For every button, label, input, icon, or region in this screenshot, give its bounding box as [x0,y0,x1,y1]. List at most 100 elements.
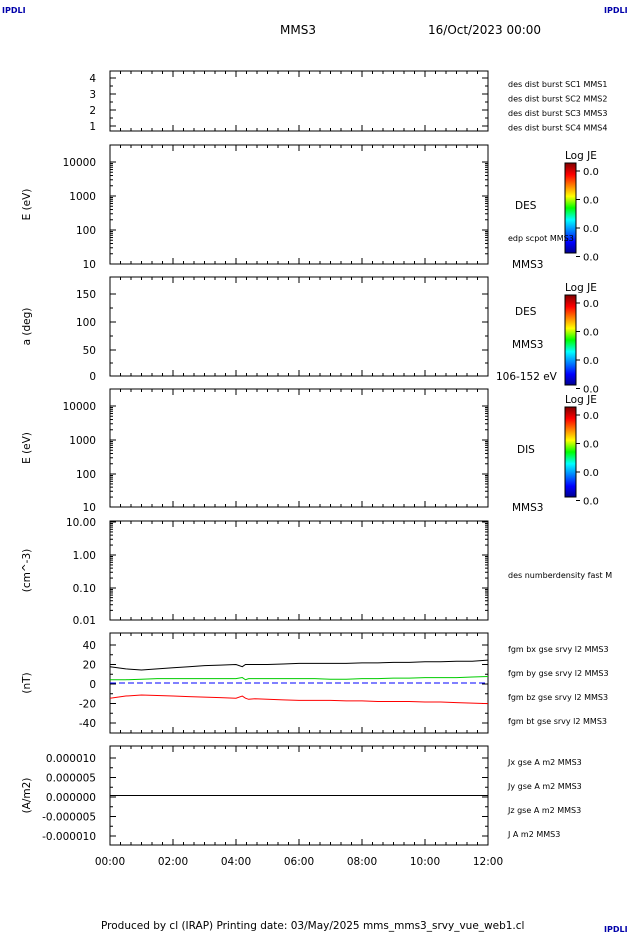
colorbar-label: 0.0 [583,253,599,264]
colorbar-label: 0.0 [583,440,599,451]
y-axis-label: (cm^-3) [21,549,33,592]
colorbar-label: 0.0 [583,356,599,367]
y-axis-label: E (eV) [21,189,33,221]
legend-entry: des dist burst SC4 MMS4 [508,124,607,133]
legend-entry: J A m2 MMS3 [507,830,560,839]
panels: 4 3 2 1 des dist burst SC1 MMS1 des dist burs… [21,70,612,868]
colorbar-label: 0.0 [583,411,599,422]
y-tick-label: -0.000005 [42,812,96,824]
legend-entry: Jz gse A m2 MMS3 [507,806,581,815]
y-tick-label: 0 [89,679,96,691]
colorbar-label: 0.0 [583,224,599,235]
corner-logo-right: IPDLI [604,6,628,15]
panel-frame [109,70,489,132]
series-line [110,675,489,681]
legend-entry: fgm bt gse srvy l2 MMS3 [508,717,607,726]
legend-entry: Jx gse A m2 MMS3 [507,758,582,767]
colorbar-label: 0.0 [583,468,599,479]
panel-2: 10000 1000 100 10 E (eV) Log JE 0.0 0.0 0.0 0.0 DE… [21,144,599,271]
y-tick-label: 10.00 [66,517,96,529]
y-tick-label: 0 [89,371,96,383]
x-tick-label: 02:00 [158,856,188,868]
y-tick-label: 20 [83,660,96,672]
y-tick-label: 100 [76,317,96,329]
x-tick-label: 12:00 [473,856,503,868]
spacecraft-label: MMS3 [512,502,543,514]
y-tick-label: 2 [89,105,96,117]
overlay-label: edp scpot MMS3 [508,234,574,243]
y-tick-label: 100 [76,225,96,237]
y-tick-label: 10000 [63,157,96,169]
x-tick-label: 10:00 [410,856,440,868]
y-tick-label: 0.000000 [46,792,96,804]
colorbar-title: Log JE [565,394,597,406]
y-tick-label: 50 [83,345,96,357]
y-tick-label: 1000 [69,435,96,447]
y-tick-label: 1.00 [73,550,96,562]
spacecraft-label: MMS3 [512,339,543,351]
colorbar-label: 0.0 [583,167,599,178]
y-tick-label: 0.10 [73,583,96,595]
x-tick-label: 06:00 [284,856,314,868]
panel-6: 40 20 0 -20 -40 (nT) fgm bx gse srvy l2 MMS3 fg… [21,632,609,734]
corner-logo-bottom-right: IPDLI [604,925,628,934]
spacecraft-label: MMS3 [512,259,543,271]
y-axis-label: E (eV) [21,432,33,464]
energy-range-label: 106-152 eV [496,371,558,383]
panel-7: 0.000010 0.000005 0.000000 -0.000005 -0.0000… [21,745,582,846]
panel-frame [109,276,489,377]
y-tick-label: 150 [76,289,96,301]
y-tick-label: 4 [89,73,96,85]
colorbar [564,294,577,386]
colorbar [564,162,577,254]
corner-logo-left: IPDLI [2,6,26,15]
y-tick-label: -40 [79,718,96,730]
y-axis-label: a (deg) [21,308,33,346]
x-tick-label: 08:00 [347,856,377,868]
panel-5: 10.00 1.00 0.10 0.01 (cm^-3) des numberdensit… [21,517,612,627]
legend-entry: Jy gse A m2 MMS3 [507,782,582,791]
y-tick-label: 100 [76,469,96,481]
y-tick-label: 0.000010 [46,753,96,765]
colorbar-label: 0.0 [583,196,599,207]
colorbar-label: 0.0 [583,328,599,339]
panel-frame [109,388,489,508]
y-tick-label: 3 [89,89,96,101]
panel-frame [109,520,489,621]
y-tick-label: 1 [89,121,96,133]
legend-entry: fgm bz gse srvy l2 MMS3 [508,693,608,702]
panel-1: 4 3 2 1 des dist burst SC1 MMS1 des dist burs… [89,70,607,133]
y-tick-label: 0.01 [73,615,96,627]
colorbar-title: Log JE [565,282,597,294]
datetime-title: 16/Oct/2023 00:00 [428,23,541,37]
instrument-label: DIS [517,444,535,456]
series-line [109,694,489,705]
spacecraft-title: MMS3 [280,23,316,37]
series-line [109,659,489,671]
y-tick-label: 40 [83,640,96,652]
footer-text: Produced by cl (IRAP) Printing date: 03/… [101,920,524,932]
y-axis-label: (A/m2) [21,778,33,814]
y-tick-label: 1000 [69,191,96,203]
y-axis-label: (nT) [21,672,33,693]
colorbar-label: 0.0 [583,497,599,508]
x-tick-label: 00:00 [95,856,125,868]
legend-entry: des dist burst SC1 MMS1 [508,80,607,89]
x-tick-label: 04:00 [221,856,251,868]
legend-entry: des dist burst SC3 MMS3 [508,109,607,118]
y-tick-label: 10 [83,259,96,271]
legend-entry: fgm by gse srvy l2 MMS3 [508,669,609,678]
y-tick-label: -20 [79,699,96,711]
colorbar-label: 0.0 [583,385,599,396]
y-tick-label: 10 [83,502,96,514]
legend-entry: fgm bx gse srvy l2 MMS3 [508,645,609,654]
legend-entry: des numberdensity fast M [508,571,612,580]
instrument-label: DES [515,306,537,318]
y-tick-label: 0.000005 [46,773,96,785]
y-tick-label: -0.000010 [42,831,96,843]
colorbar-title: Log JE [565,150,597,162]
instrument-label: DES [515,200,537,212]
colorbar-label: 0.0 [583,299,599,310]
